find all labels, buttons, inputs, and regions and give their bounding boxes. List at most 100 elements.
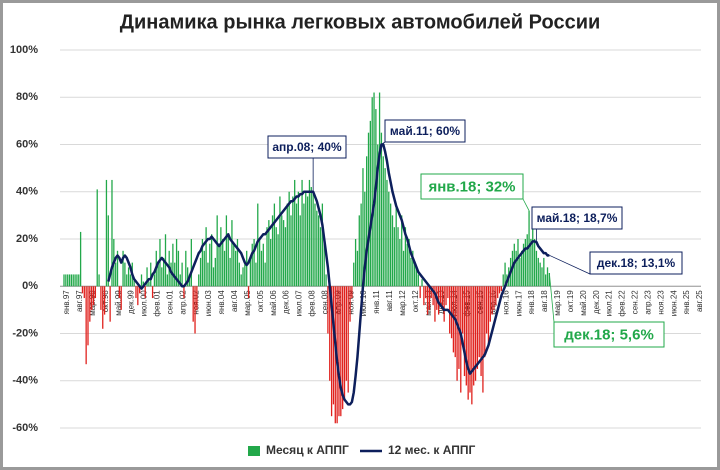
bar bbox=[190, 239, 192, 287]
bar bbox=[530, 239, 532, 287]
bar bbox=[351, 286, 353, 299]
x-tick-label: ноя.02 bbox=[191, 290, 200, 315]
bar bbox=[449, 286, 451, 334]
bar bbox=[207, 262, 209, 287]
bar bbox=[367, 132, 370, 287]
bar bbox=[500, 286, 503, 291]
bar bbox=[342, 286, 344, 410]
bar bbox=[353, 262, 355, 287]
bar bbox=[161, 267, 163, 287]
bar bbox=[321, 203, 324, 287]
bar bbox=[229, 257, 231, 287]
x-tick-label: июн.10 bbox=[359, 290, 368, 317]
bar bbox=[306, 196, 309, 287]
bar bbox=[231, 220, 233, 287]
bar bbox=[412, 250, 414, 287]
x-tick-label: авг.04 bbox=[230, 290, 239, 312]
bar bbox=[196, 286, 198, 310]
bar bbox=[175, 239, 178, 287]
annotation: апр.08; 40% bbox=[272, 140, 342, 154]
bar bbox=[255, 262, 257, 287]
bar bbox=[122, 250, 124, 287]
x-tick-label: июн.03 bbox=[204, 290, 213, 317]
bar bbox=[417, 274, 419, 287]
x-tick-label: авг.25 bbox=[695, 290, 704, 312]
bar bbox=[343, 286, 346, 400]
bar bbox=[192, 286, 194, 322]
bar bbox=[301, 179, 303, 287]
bar bbox=[177, 250, 180, 287]
bar bbox=[461, 286, 464, 334]
bar bbox=[148, 281, 150, 287]
bar bbox=[166, 274, 168, 287]
bar bbox=[493, 286, 495, 310]
x-tick-label: дек.20 bbox=[592, 290, 601, 314]
bar bbox=[262, 243, 264, 287]
bar bbox=[386, 179, 388, 287]
x-tick-label: янв.25 bbox=[682, 290, 691, 315]
bar bbox=[194, 286, 196, 334]
bar bbox=[539, 262, 541, 287]
x-tick-label: мар.19 bbox=[553, 290, 562, 316]
bar bbox=[120, 286, 122, 310]
bar bbox=[497, 286, 499, 299]
bar bbox=[271, 215, 274, 287]
bar bbox=[127, 267, 130, 287]
bar bbox=[286, 203, 288, 287]
bar bbox=[199, 257, 202, 287]
bar bbox=[153, 274, 156, 287]
x-tick-label: авг.18 bbox=[540, 290, 549, 312]
bar bbox=[140, 274, 143, 287]
bar bbox=[198, 274, 200, 287]
bar bbox=[105, 179, 108, 287]
bar bbox=[137, 286, 139, 306]
x-tick-label: май.06 bbox=[269, 290, 278, 316]
bar bbox=[81, 286, 84, 294]
x-tick-label: апр.23 bbox=[643, 290, 652, 315]
x-tick-label: сен.15 bbox=[475, 290, 484, 315]
bar bbox=[281, 215, 283, 287]
bar bbox=[257, 203, 259, 287]
annotation: дек.18; 13,1% bbox=[597, 256, 676, 270]
bar bbox=[467, 286, 469, 400]
bar bbox=[223, 250, 226, 287]
bar bbox=[210, 234, 213, 287]
x-tick-label: май.99 bbox=[114, 290, 123, 316]
bar bbox=[522, 243, 525, 287]
leader-line bbox=[549, 254, 591, 275]
bar bbox=[233, 243, 235, 287]
bar bbox=[517, 239, 519, 287]
x-tick-label: апр.09 bbox=[333, 290, 342, 315]
bar bbox=[246, 250, 248, 287]
bar bbox=[391, 215, 394, 287]
x-tick-label: окт.05 bbox=[256, 290, 265, 312]
annotation-box bbox=[267, 135, 347, 159]
bar bbox=[338, 286, 340, 417]
bar bbox=[183, 286, 185, 299]
bar bbox=[98, 274, 100, 287]
bar bbox=[124, 262, 126, 287]
bar bbox=[92, 286, 95, 306]
bar bbox=[535, 250, 538, 287]
x-tick-label: июл.07 bbox=[295, 290, 304, 317]
bar bbox=[63, 274, 65, 287]
bar bbox=[303, 203, 305, 287]
x-tick-label: апр.02 bbox=[178, 290, 187, 315]
bar bbox=[318, 215, 320, 287]
bar bbox=[159, 239, 161, 287]
bar bbox=[87, 286, 89, 346]
bar bbox=[133, 279, 135, 287]
bar bbox=[340, 286, 342, 417]
x-tick-label: фев.01 bbox=[153, 290, 162, 317]
bar bbox=[330, 286, 333, 417]
bar bbox=[415, 267, 418, 287]
x-tick-label: авг.11 bbox=[385, 290, 394, 312]
bar bbox=[314, 203, 316, 287]
bar bbox=[478, 286, 480, 358]
bar bbox=[126, 274, 128, 287]
bar bbox=[236, 239, 239, 287]
bar bbox=[406, 243, 408, 287]
bar bbox=[397, 227, 399, 287]
bar bbox=[382, 156, 384, 287]
bar bbox=[94, 286, 97, 299]
